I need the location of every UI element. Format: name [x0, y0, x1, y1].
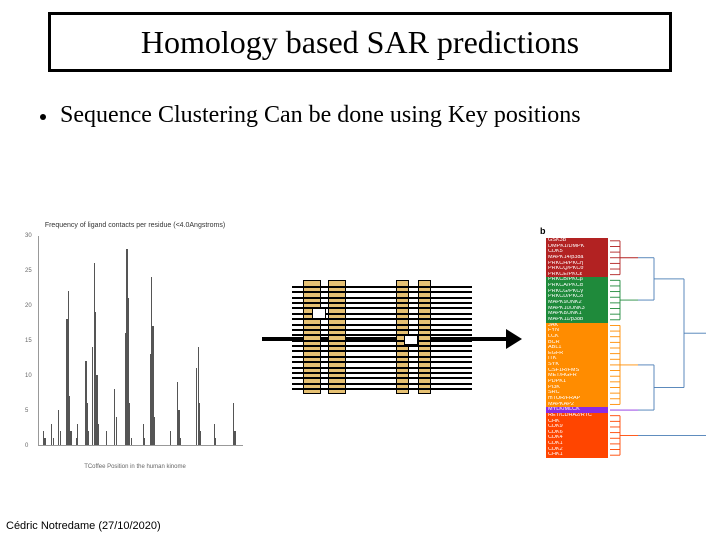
chart-bar — [170, 431, 171, 445]
sequence-line — [292, 367, 472, 369]
chart-bar — [116, 417, 117, 445]
sequence-line — [292, 286, 472, 288]
sequence-line — [292, 340, 472, 342]
chart-bar — [60, 431, 61, 445]
chart-bar — [131, 438, 132, 445]
chart-ytick: 10 — [25, 373, 32, 379]
chart-ytick: 0 — [25, 443, 28, 449]
footer-attribution: Cédric Notredame (27/10/2020) — [6, 520, 161, 532]
slide-title: Homology based SAR predictions — [141, 24, 579, 61]
sequence-line — [292, 377, 472, 379]
sequence-line — [292, 388, 472, 390]
chart-bar — [88, 431, 89, 445]
title-box: Homology based SAR predictions — [48, 12, 672, 72]
chart-bar — [77, 424, 78, 445]
dendrogram: b GSK3BDMPK1/DMPKCDK5MAPK14/p38aPRKCH/PK… — [540, 226, 710, 464]
sequence-line — [292, 372, 472, 374]
sequence-line — [292, 291, 472, 293]
chart-ytick: 25 — [25, 268, 32, 274]
sequence-line — [292, 324, 472, 326]
sequence-line — [292, 350, 472, 352]
chart-bar — [106, 431, 107, 445]
dendrogram-group: GSK3BDMPK1/DMPKCDK5MAPK14/p38aPRKCH/PKCη… — [546, 238, 608, 277]
chart-ytick: 30 — [25, 233, 32, 239]
sequence-line — [292, 297, 472, 299]
chart-ytick: 20 — [25, 303, 32, 309]
chart-ytick: 5 — [25, 408, 28, 414]
chart-bar — [144, 438, 145, 445]
chart-bar — [98, 424, 99, 445]
frequency-chart: Frequency of ligand contacts per residue… — [20, 222, 250, 472]
chart-bar — [44, 438, 45, 445]
sequence-line — [292, 383, 472, 385]
sequence-line — [292, 329, 472, 331]
gap-box — [404, 335, 418, 345]
chart-bar — [70, 431, 71, 445]
chart-xlabel: TCoffee Position in the human kinome — [20, 464, 250, 470]
sequence-line — [292, 302, 472, 304]
chart-bar — [180, 438, 181, 445]
sequence-line — [292, 345, 472, 347]
chart-bar — [200, 431, 201, 445]
chart-bar — [215, 438, 216, 445]
chart-ytick: 15 — [25, 338, 32, 344]
chart-bar — [154, 417, 155, 445]
gap-box — [312, 308, 326, 318]
arrow-head — [506, 329, 522, 349]
sequence-alignment-block — [292, 286, 472, 388]
sequence-line — [292, 334, 472, 336]
sequence-line — [292, 361, 472, 363]
dendrogram-group: PRKCB/PKCβPRKCA/PKCαPRKCG/PKCγPRKCD/PKCδ… — [546, 277, 608, 322]
sequence-lines — [292, 286, 472, 388]
chart-title: Frequency of ligand contacts per residue… — [20, 222, 250, 229]
dendrogram-labels: GSK3BDMPK1/DMPKCDK5MAPK14/p38aPRKCH/PKCη… — [546, 238, 608, 458]
dendrogram-group: JAKFYNLCKBCRABL1EGFRITKSYKCSF1R/FMSMET/H… — [546, 323, 608, 408]
chart-bar — [234, 431, 235, 445]
dendrogram-tree-icon — [610, 238, 706, 458]
panel-label: b — [540, 226, 546, 236]
chart-bar — [53, 438, 54, 445]
bullet-dot-icon — [40, 114, 46, 120]
dendrogram-label: CHK1 — [546, 452, 608, 458]
bullet-row: Sequence Clustering Can be done using Ke… — [40, 100, 680, 130]
dendrogram-group: RET/CDHA2/RTCCHKCDK9CDK6CDK4CDK1CDK2CHK1 — [546, 413, 608, 458]
bullet-text: Sequence Clustering Can be done using Ke… — [60, 100, 581, 130]
chart-plot-area: 051015202530 — [38, 236, 243, 446]
sequence-line — [292, 356, 472, 358]
